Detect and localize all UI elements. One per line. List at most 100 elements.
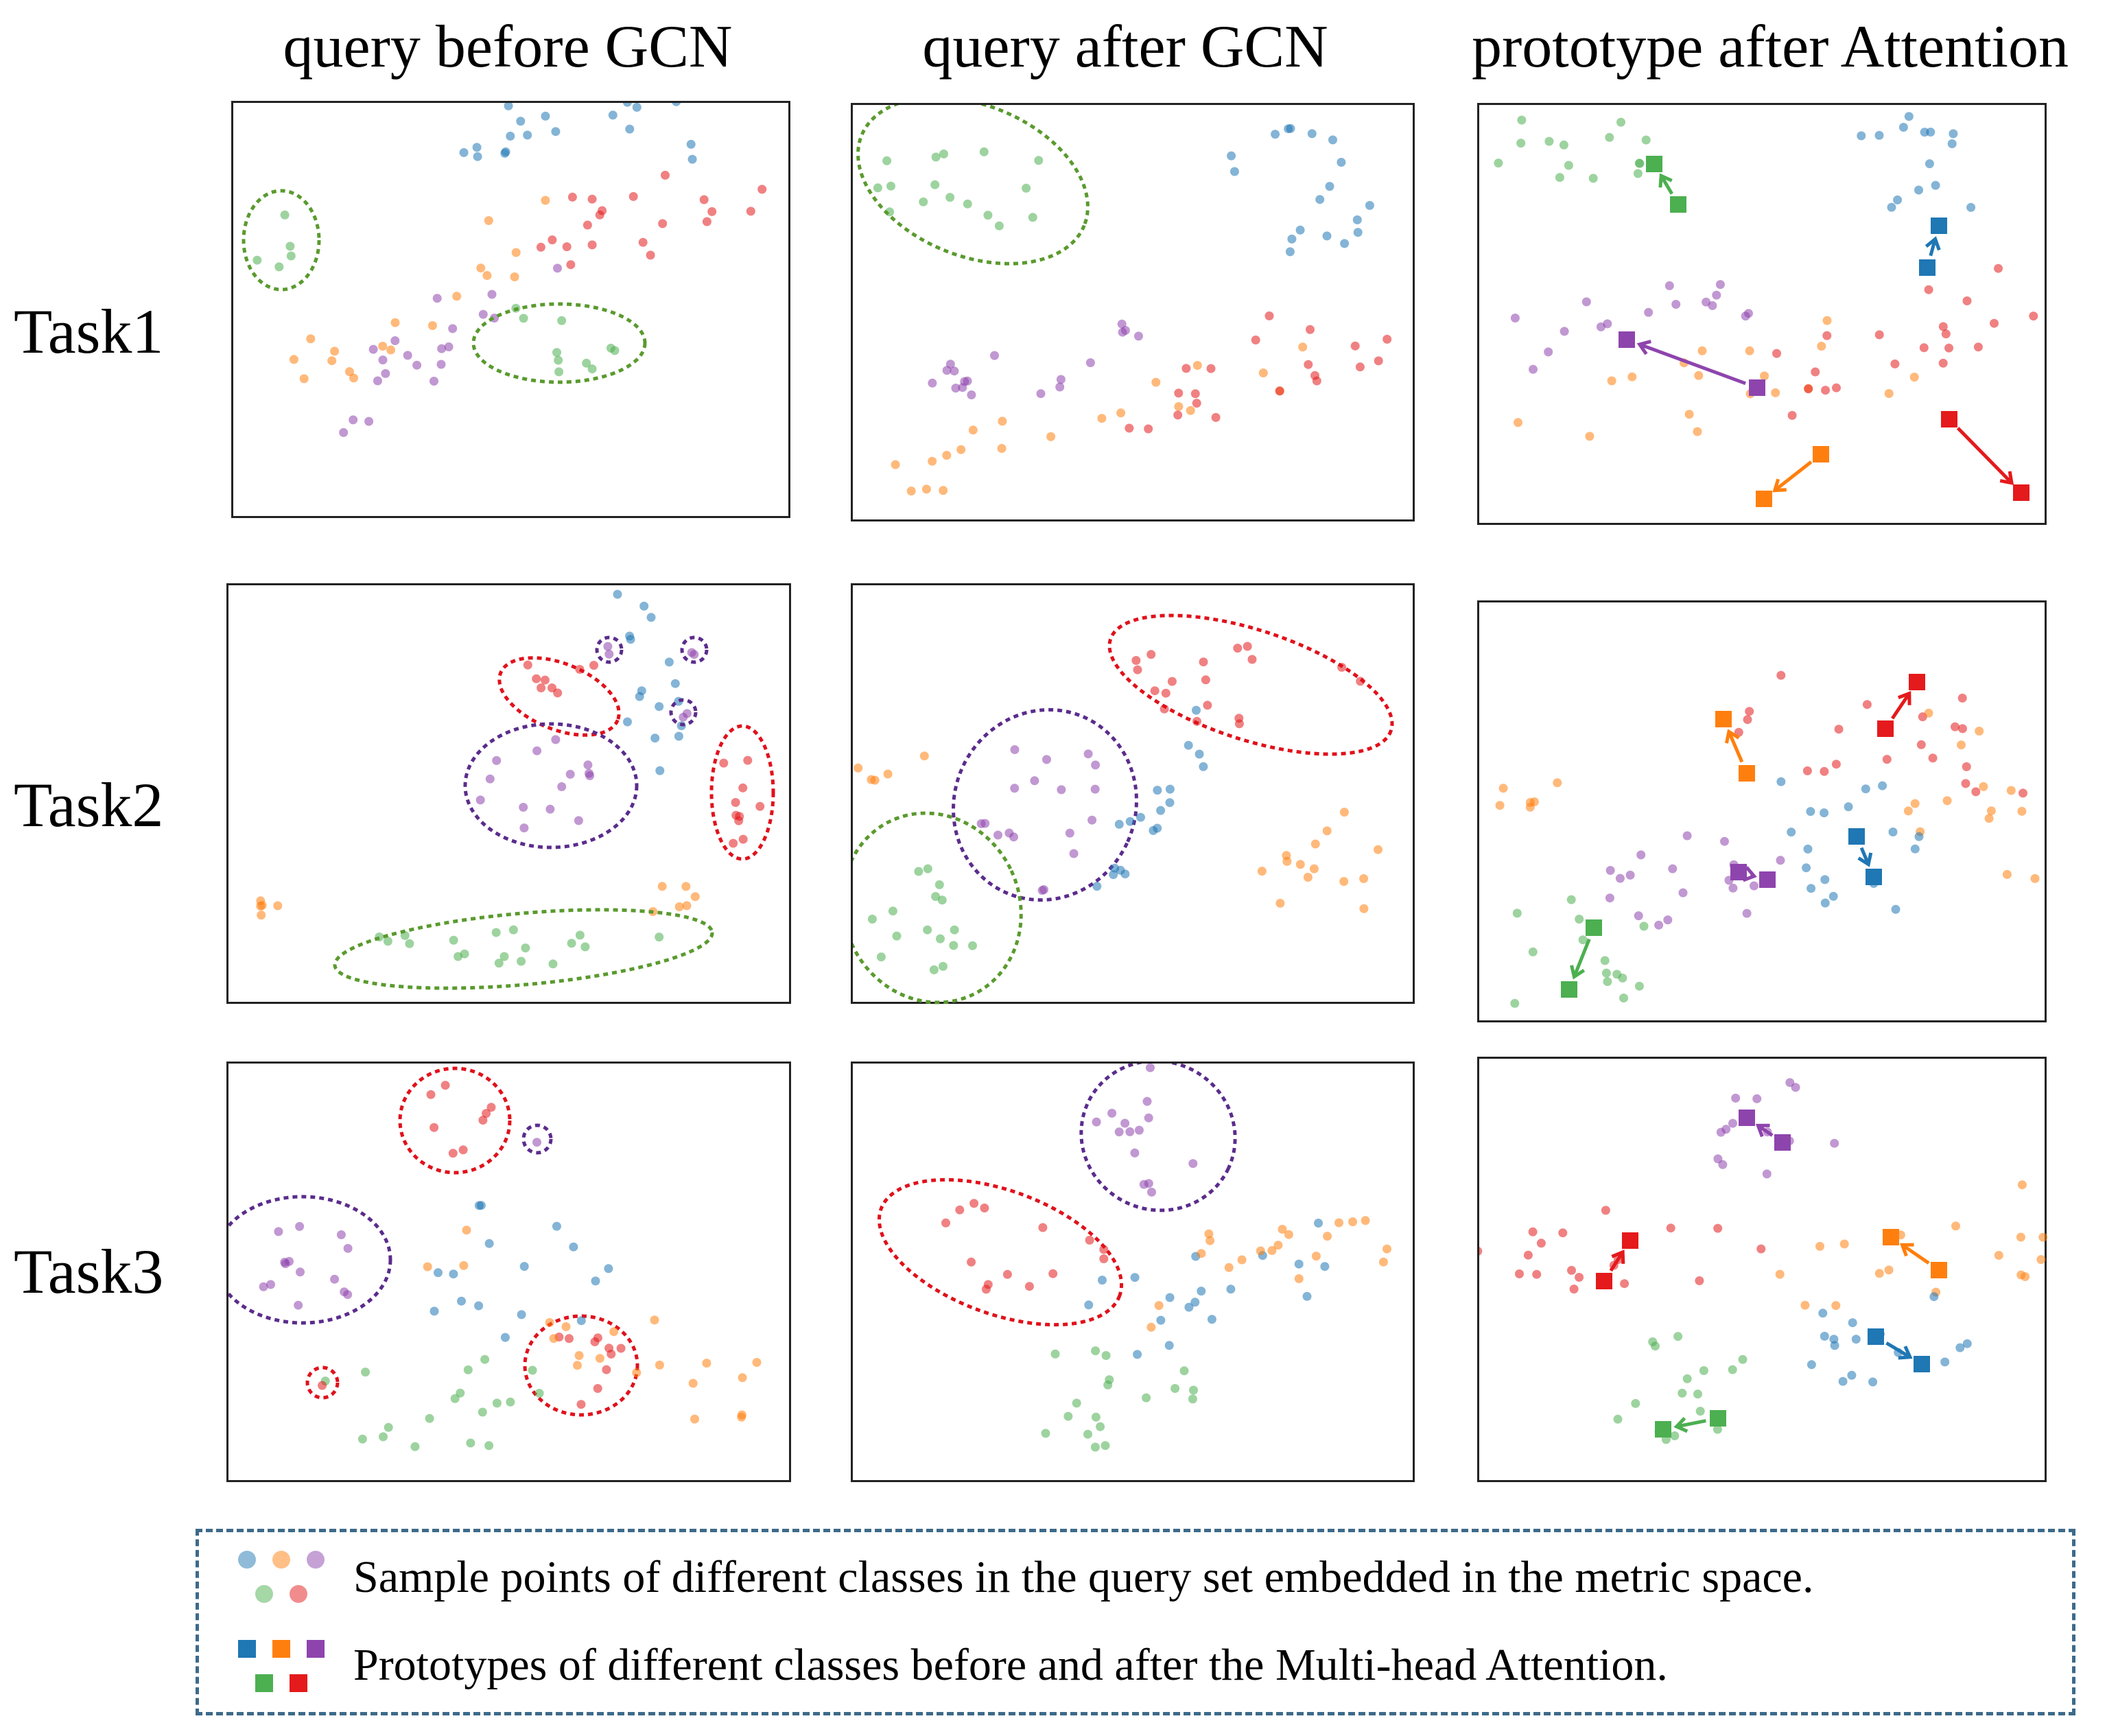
red-point	[1882, 755, 1892, 764]
blue-point	[1807, 884, 1816, 893]
orange-point	[1495, 801, 1505, 810]
blue-point	[1294, 1259, 1304, 1269]
purple-point	[1030, 776, 1039, 786]
scatter-task1-attention	[1494, 112, 2038, 507]
green-point	[1528, 947, 1538, 957]
blue-point	[1229, 167, 1239, 176]
blue-point	[1844, 802, 1853, 812]
blue-point	[655, 766, 665, 775]
purple-point	[1069, 849, 1079, 858]
blue-point	[1949, 129, 1958, 139]
purple-point	[1056, 375, 1066, 384]
orange-point	[299, 374, 309, 384]
purple-point	[492, 755, 502, 765]
blue-point	[1328, 135, 1337, 145]
green-point	[1188, 1394, 1197, 1404]
red-point	[1181, 364, 1191, 373]
orange-point	[1174, 402, 1184, 411]
purple-point	[294, 1300, 303, 1310]
blue-point	[1353, 228, 1363, 237]
purple-point	[1010, 784, 1020, 793]
legend-dot	[272, 1551, 290, 1569]
purple-point	[1615, 873, 1625, 883]
blue-point	[1898, 123, 1908, 132]
red-point	[1234, 714, 1244, 723]
blue-point	[608, 110, 617, 120]
red-point	[1990, 318, 1999, 328]
blue-point	[1165, 798, 1175, 808]
blue-point	[1307, 129, 1317, 139]
green-point	[1682, 1374, 1692, 1383]
ellipse-purple	[680, 635, 709, 664]
legend-dot	[255, 1585, 273, 1603]
purple-point	[381, 368, 390, 378]
orange-point	[1278, 1225, 1287, 1234]
orange-point	[2002, 869, 2012, 879]
purple-point	[1114, 1127, 1124, 1137]
green-point	[1601, 968, 1611, 978]
panel-task1-attention	[1477, 103, 2047, 525]
blue-point	[1197, 1287, 1206, 1296]
scatter-task2-after-gcn	[853, 613, 1394, 1005]
red-point	[980, 1204, 989, 1212]
green-point	[492, 1398, 502, 1408]
prototype-red-after	[1622, 1232, 1638, 1249]
red-point	[593, 1384, 602, 1393]
green-point	[1738, 1354, 1748, 1364]
orange-point	[2038, 1232, 2048, 1242]
green-point	[519, 314, 528, 323]
purple-point	[1830, 1138, 1839, 1148]
panel-task2-after-gcn	[851, 583, 1415, 1005]
blue-point	[459, 148, 469, 157]
blue-point	[569, 1242, 578, 1252]
purple-point	[1010, 745, 1020, 754]
orange-point	[1237, 1255, 1247, 1265]
blue-point	[1352, 215, 1362, 224]
red-point	[430, 1123, 439, 1132]
ellipse-green	[333, 908, 714, 990]
red-point	[1038, 1223, 1048, 1232]
prototype-orange-arrow	[1774, 460, 1813, 492]
legend-prototypes-icon	[238, 1640, 325, 1692]
orange-point	[1273, 1241, 1283, 1250]
red-point	[738, 783, 748, 793]
orange-point	[997, 444, 1007, 453]
green-point	[1555, 173, 1564, 183]
purple-point	[519, 823, 529, 833]
orange-point	[1097, 414, 1107, 423]
purple-point	[1721, 1125, 1731, 1134]
purple-point	[1776, 856, 1785, 865]
legend-box: Sample points of different classes in th…	[196, 1529, 2075, 1715]
column-title-query-after-gcn: query after GCN	[922, 14, 1328, 80]
purple-point	[436, 360, 446, 369]
orange-point	[1910, 799, 1920, 808]
blue-point	[1325, 182, 1334, 191]
purple-point	[1117, 319, 1127, 329]
blue-point	[1271, 130, 1280, 139]
purple-point	[1750, 881, 1758, 891]
blue-point	[541, 111, 550, 121]
orange-point	[1151, 377, 1161, 387]
orange-point	[573, 1361, 582, 1370]
prototype-purple-after	[1619, 331, 1635, 348]
red-point	[567, 192, 577, 202]
blue-point	[1893, 195, 1903, 204]
purple-point	[1605, 866, 1615, 875]
blue-point	[1340, 239, 1350, 248]
orange-point	[1627, 372, 1637, 382]
blue-point	[1829, 1335, 1839, 1344]
prototype-orange-after	[1883, 1229, 1899, 1245]
blue-point	[484, 1239, 494, 1248]
green-point	[1072, 1398, 1081, 1408]
purple-point	[478, 309, 488, 319]
red-point	[1203, 701, 1212, 710]
prototype-orange-after	[1715, 711, 1732, 727]
blue-point	[504, 103, 513, 110]
red-point	[1515, 1269, 1524, 1278]
blue-point	[1820, 875, 1830, 884]
purple-point	[1134, 331, 1143, 341]
blue-point	[472, 143, 482, 152]
purple-point	[1083, 749, 1093, 759]
blue-point	[635, 692, 644, 701]
red-point	[1306, 325, 1315, 334]
